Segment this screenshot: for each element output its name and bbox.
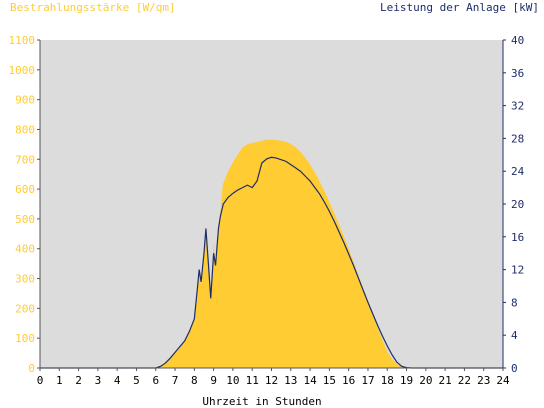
x-tick-label: 2: [75, 374, 82, 387]
plot-area: [40, 40, 503, 369]
left-tick-label: 300: [15, 273, 35, 286]
right-tick-label: 24: [511, 165, 525, 178]
right-tick-label: 12: [511, 264, 524, 277]
left-tick-label: 400: [15, 243, 35, 256]
axes: 0100200300400500600700800900100011000481…: [9, 34, 525, 387]
left-tick-label: 900: [15, 94, 35, 107]
right-tick-label: 0: [511, 362, 518, 375]
left-tick-label: 800: [15, 123, 35, 136]
right-tick-label: 20: [511, 198, 524, 211]
x-tick-label: 11: [246, 374, 259, 387]
left-tick-label: 200: [15, 302, 35, 315]
right-tick-label: 40: [511, 34, 524, 47]
x-tick-label: 23: [477, 374, 490, 387]
left-tick-label: 500: [15, 213, 35, 226]
x-tick-label: 22: [458, 374, 471, 387]
x-tick-label: 7: [172, 374, 179, 387]
x-tick-label: 21: [439, 374, 452, 387]
x-tick-label: 19: [400, 374, 413, 387]
x-tick-label: 24: [496, 374, 510, 387]
left-tick-label: 0: [28, 362, 35, 375]
x-tick-label: 8: [191, 374, 198, 387]
right-tick-label: 28: [511, 132, 524, 145]
x-axis-label: Uhrzeit in Stunden: [202, 395, 321, 408]
x-tick-label: 12: [265, 374, 278, 387]
left-axis-title: Bestrahlungsstärke [W/qm]: [10, 1, 176, 14]
x-tick-label: 14: [303, 374, 317, 387]
x-tick-label: 9: [210, 374, 217, 387]
x-tick-label: 10: [226, 374, 239, 387]
x-tick-label: 4: [114, 374, 121, 387]
x-tick-label: 17: [361, 374, 374, 387]
x-tick-label: 16: [342, 374, 355, 387]
power-line-series: [40, 156, 503, 369]
right-axis-title: Leistung der Anlage [kW]: [380, 1, 539, 14]
left-tick-label: 100: [15, 332, 35, 345]
x-tick-label: 5: [133, 374, 140, 387]
x-tick-label: 15: [323, 374, 336, 387]
x-tick-label: 1: [56, 374, 63, 387]
left-tick-label: 1100: [9, 34, 36, 47]
irradiance-area-series: [40, 139, 503, 368]
right-tick-label: 32: [511, 100, 524, 113]
x-tick-label: 20: [419, 374, 432, 387]
right-tick-label: 36: [511, 67, 524, 80]
left-tick-label: 1000: [9, 64, 36, 77]
right-tick-label: 8: [511, 296, 518, 309]
x-tick-label: 6: [152, 374, 159, 387]
x-tick-label: 18: [381, 374, 394, 387]
x-tick-label: 0: [37, 374, 44, 387]
x-tick-label: 13: [284, 374, 297, 387]
x-tick-label: 3: [95, 374, 102, 387]
right-tick-label: 4: [511, 329, 518, 342]
right-tick-label: 16: [511, 231, 524, 244]
left-tick-label: 700: [15, 153, 35, 166]
left-tick-label: 600: [15, 183, 35, 196]
